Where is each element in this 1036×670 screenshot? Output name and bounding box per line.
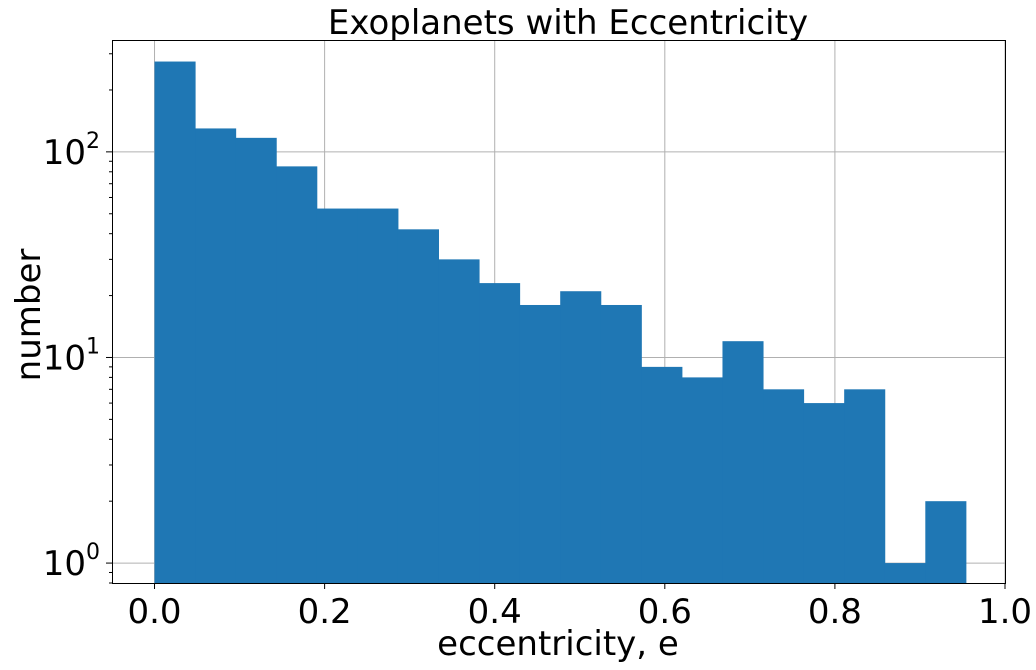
histogram-bar xyxy=(357,208,399,583)
bar-layer xyxy=(154,61,967,584)
plot-frame xyxy=(112,40,1006,584)
histogram-bar xyxy=(276,166,318,583)
tick-layer: 0.0 0.2 0.4 0.6 0.8 1.0 100 101 102 xyxy=(43,53,1032,632)
histogram-bar xyxy=(438,259,480,583)
histogram-bar xyxy=(519,304,561,583)
histogram-bar xyxy=(763,389,805,583)
histogram-bar xyxy=(641,366,683,583)
histogram-bar xyxy=(722,341,764,583)
histogram-bar xyxy=(844,389,886,583)
histogram-bar xyxy=(600,304,642,583)
y-tick-label: 102 xyxy=(43,129,100,173)
histogram-bar xyxy=(884,563,926,583)
x-tick-label: 0.0 xyxy=(127,592,181,632)
x-axis-label: eccentricity, e xyxy=(437,624,679,664)
x-tick-label: 1.0 xyxy=(978,592,1032,632)
y-axis-label: number xyxy=(9,249,49,382)
x-tick-label: 0.6 xyxy=(638,592,692,632)
histogram-bar xyxy=(681,377,723,583)
y-tick-label: 101 xyxy=(43,334,100,378)
x-tick-label: 0.4 xyxy=(468,592,522,632)
histogram-bar xyxy=(195,128,237,583)
y-tick-label: 100 xyxy=(43,540,100,584)
histogram-bar xyxy=(560,291,602,583)
histogram-bar xyxy=(397,229,439,583)
histogram-bar xyxy=(479,283,521,583)
chart-title: Exoplanets with Eccentricity xyxy=(328,3,808,43)
histogram-bar xyxy=(316,208,358,583)
histogram-bar xyxy=(235,137,277,584)
histogram-bar xyxy=(925,501,967,583)
histogram-bar xyxy=(803,403,845,583)
x-tick-label: 0.2 xyxy=(298,592,352,632)
x-tick-label: 0.8 xyxy=(808,592,862,632)
histogram-bar xyxy=(154,61,196,583)
